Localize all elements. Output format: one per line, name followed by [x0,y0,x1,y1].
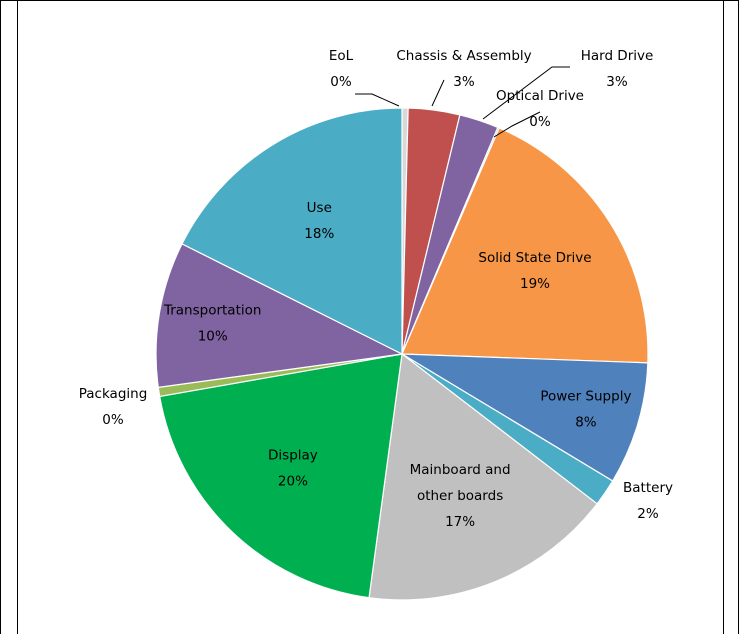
label-use: Use 18% [304,200,334,242]
slice-use [181,107,403,355]
leader-hard-drive [482,66,570,120]
label-solid-state-drive: Solid State Drive 19% [478,250,591,292]
slice-labels: EoL 0% Chassis & Assembly 3% Hard Drive 3%Opt… [79,48,673,530]
frame-rule-right [723,0,724,634]
slice-display [158,353,403,599]
slice-power-supply [399,353,649,482]
label-power-supply: Power Supply 8% [540,389,631,431]
slice-solid-state-drive [401,127,649,364]
frame-rule-left [17,0,18,634]
leader-lines [355,66,570,138]
label-packaging: Packaging 0% [79,386,148,428]
label-mainboard-and-other-boards: Mainboard and other boards 17% [410,462,511,530]
label-hard-drive: Hard Drive 3% [581,48,654,90]
pie-slices [155,107,649,601]
leader-optical-drive [493,111,541,138]
slice-transportation [155,243,405,389]
label-optical-drive: Optical Drive 0% [496,88,584,130]
label-chassis-and-assembly: Chassis & Assembly 3% [396,48,531,90]
label-eol: EoL 0% [329,48,354,90]
leader-chassis-and-assembly [431,79,445,107]
label-display: Display 20% [268,448,318,490]
leader-eol [355,93,400,107]
label-battery: Battery 2% [623,480,673,522]
label-transportation: Transportation 10% [163,303,261,345]
slice-mainboard-and-other-boards [368,352,598,601]
